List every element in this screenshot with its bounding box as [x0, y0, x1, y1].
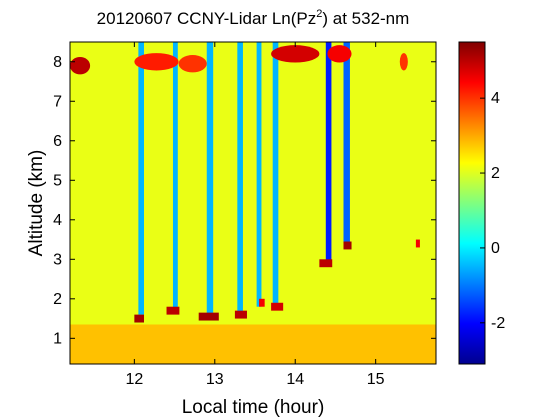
y-tick-label: 7 — [53, 93, 62, 110]
low-cloud-base — [234, 310, 247, 319]
y-tick-label: 1 — [53, 330, 62, 347]
cloud-layers — [70, 45, 408, 75]
colorbar-tick-label: -2 — [491, 315, 505, 332]
low-cloud-base — [271, 302, 284, 311]
clear-sky-column — [272, 42, 279, 305]
colorbar-tick-label: 2 — [491, 165, 500, 182]
cloud-layer — [70, 57, 91, 75]
low-cloud-bases — [134, 239, 420, 323]
y-tick-label: 8 — [53, 54, 62, 71]
colorbar-ticks: -2 0 2 4 — [480, 90, 505, 332]
plot-area — [70, 42, 436, 364]
clear-sky-column — [206, 42, 214, 315]
y-tick-label: 4 — [53, 212, 62, 229]
low-cloud-base — [198, 312, 219, 321]
cloud-layer — [399, 53, 408, 71]
cloud-layer — [178, 55, 207, 73]
x-tick-label: 13 — [206, 371, 224, 388]
plot-frame — [69, 41, 437, 365]
colorbar-tick-label: 0 — [491, 240, 500, 257]
clear-sky-column — [138, 42, 145, 315]
colorbar-frame — [458, 41, 486, 365]
clear-sky-column — [237, 42, 243, 313]
x-tick-label: 14 — [286, 371, 304, 388]
y-axis-label: Altitude (km) — [26, 150, 47, 257]
y-tick-label: 6 — [53, 133, 62, 150]
x-axis-label: Local time (hour) — [182, 397, 325, 418]
clear-sky-column — [325, 42, 332, 264]
low-cloud-base — [259, 298, 265, 307]
heatmap-background — [70, 42, 436, 364]
low-cloud-base — [343, 241, 352, 250]
x-axis-ticks: 12 13 14 15 — [125, 42, 385, 388]
boundary-layer-band — [70, 324, 436, 364]
y-tick-label: 2 — [53, 291, 62, 308]
low-cloud-base — [415, 239, 420, 248]
low-cloud-base — [166, 306, 180, 315]
boundary-layer — [70, 324, 436, 364]
y-tick-label: 3 — [53, 251, 62, 268]
cloud-layer — [271, 45, 320, 63]
y-tick-label: 5 — [53, 172, 62, 189]
colorbar-tick-label: 4 — [491, 90, 500, 107]
clear-sky-column — [256, 42, 262, 307]
chart-title: 20120607 CCNY-Lidar Ln(Pz2) at 532-nm — [97, 8, 410, 28]
low-cloud-base — [319, 259, 333, 268]
x-tick-label: 12 — [125, 371, 143, 388]
colorbar: -2 0 2 4 — [458, 41, 505, 365]
y-axis-ticks: 1 2 3 4 5 6 7 8 — [53, 54, 436, 347]
cloud-layer — [134, 53, 179, 71]
clear-sky-column — [172, 42, 178, 309]
colorbar-gradient — [459, 42, 485, 364]
cloud-free-columns — [138, 42, 350, 315]
cloud-layer — [327, 45, 352, 63]
x-tick-label: 15 — [367, 371, 385, 388]
clear-sky-column — [343, 42, 350, 244]
low-cloud-base — [134, 314, 145, 323]
